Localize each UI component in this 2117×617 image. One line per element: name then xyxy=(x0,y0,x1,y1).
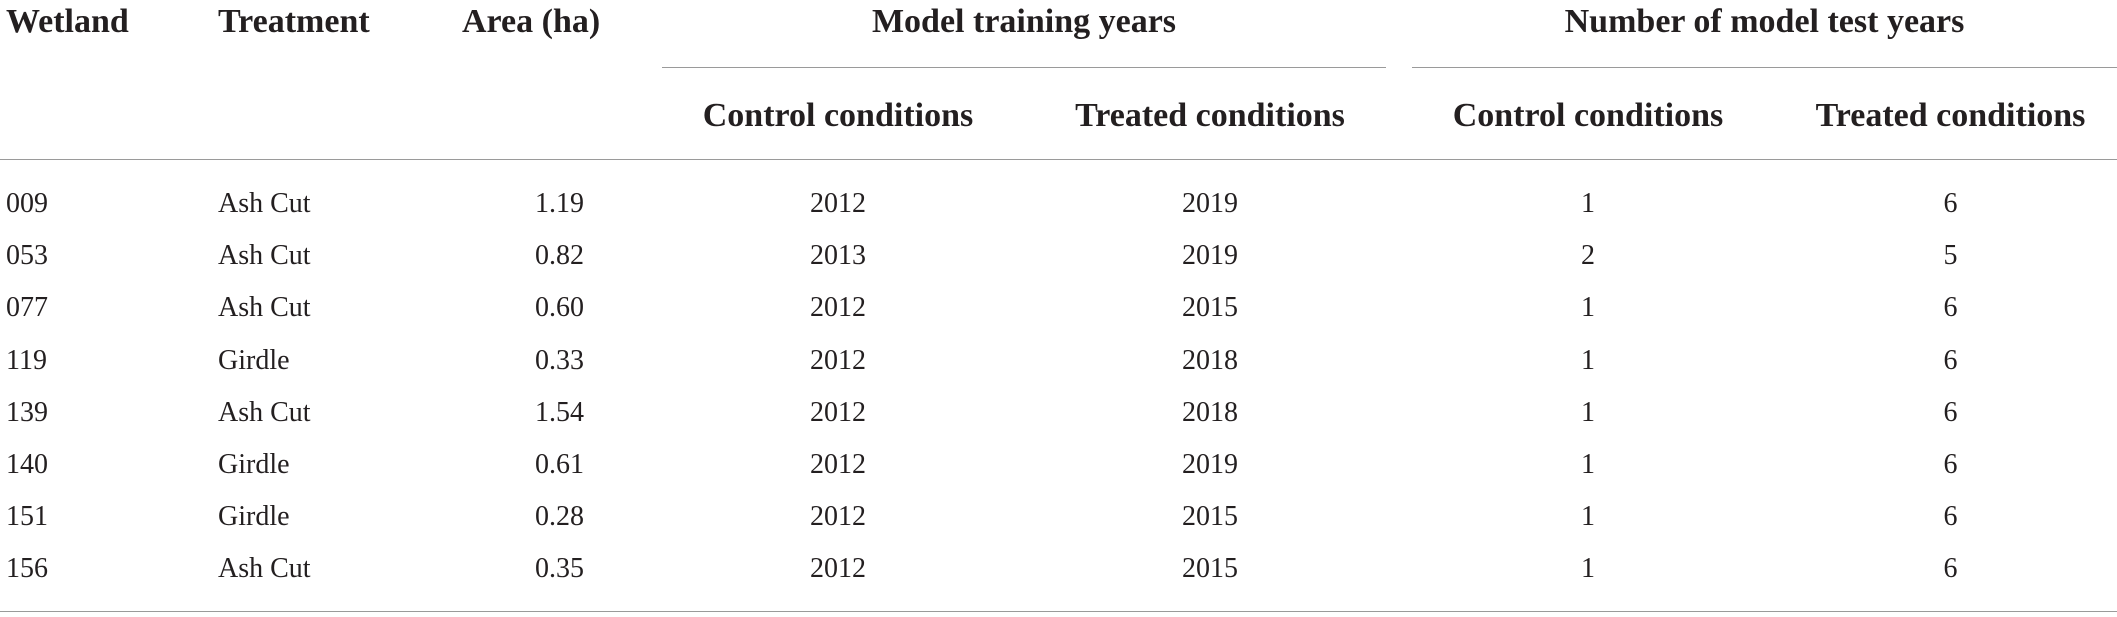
cell-train-treated: 2015 xyxy=(1182,553,1238,584)
header-training-treated: Treated conditions xyxy=(1075,97,1345,134)
cell-train-treated: 2019 xyxy=(1182,188,1238,219)
cell-treatment: Ash Cut xyxy=(218,397,311,428)
header-test-control: Control conditions xyxy=(1452,97,1724,134)
cell-treatment: Ash Cut xyxy=(218,553,311,584)
rule-table-bottom xyxy=(0,611,2117,612)
cell-train-control: 2012 xyxy=(810,345,866,376)
cell-area: 0.33 xyxy=(535,345,584,376)
rule-header-bottom xyxy=(0,159,2117,160)
cell-train-treated: 2015 xyxy=(1182,501,1238,532)
cell-area: 0.35 xyxy=(535,553,584,584)
cell-area: 0.60 xyxy=(535,292,584,323)
cell-area: 0.61 xyxy=(535,449,584,480)
cell-test-control: 1 xyxy=(1581,449,1595,480)
cell-wetland: 151 xyxy=(6,501,48,532)
cell-train-treated: 2019 xyxy=(1182,240,1238,271)
header-area: Area (ha) xyxy=(462,3,601,40)
cell-train-treated: 2019 xyxy=(1182,449,1238,480)
cell-wetland: 156 xyxy=(6,553,48,584)
cell-wetland: 139 xyxy=(6,397,48,428)
cell-test-treated: 6 xyxy=(1943,292,1958,323)
cell-train-control: 2013 xyxy=(810,240,866,271)
cell-treatment: Girdle xyxy=(218,501,290,532)
cell-treatment: Girdle xyxy=(218,449,290,480)
header-wetland: Wetland xyxy=(6,3,129,40)
cell-treatment: Girdle xyxy=(218,345,290,376)
cell-test-treated: 6 xyxy=(1943,449,1958,480)
cell-test-control: 1 xyxy=(1581,345,1595,376)
cell-train-control: 2012 xyxy=(810,188,866,219)
cell-area: 0.82 xyxy=(535,240,584,271)
header-number-of-model-test-years: Number of model test years xyxy=(1564,3,1965,40)
cell-train-control: 2012 xyxy=(810,553,866,584)
cell-wetland: 119 xyxy=(6,345,47,376)
cell-wetland: 053 xyxy=(6,240,48,271)
cell-wetland: 077 xyxy=(6,292,48,323)
cell-wetland: 009 xyxy=(6,188,48,219)
rule-training-group xyxy=(662,67,1386,68)
cell-area: 1.19 xyxy=(535,188,584,219)
cell-wetland: 140 xyxy=(6,449,48,480)
cell-train-control: 2012 xyxy=(810,292,866,323)
cell-test-control: 1 xyxy=(1581,501,1595,532)
cell-test-treated: 6 xyxy=(1943,188,1958,219)
cell-train-treated: 2018 xyxy=(1182,397,1238,428)
cell-test-control: 2 xyxy=(1581,240,1595,271)
cell-test-treated: 6 xyxy=(1943,397,1958,428)
cell-train-control: 2012 xyxy=(810,501,866,532)
cell-test-control: 1 xyxy=(1581,292,1595,323)
cell-test-control: 1 xyxy=(1581,553,1595,584)
cell-test-treated: 6 xyxy=(1943,553,1958,584)
cell-test-treated: 6 xyxy=(1943,501,1958,532)
cell-test-control: 1 xyxy=(1581,188,1595,219)
cell-test-treated: 5 xyxy=(1943,240,1958,271)
cell-test-control: 1 xyxy=(1581,397,1595,428)
cell-train-treated: 2018 xyxy=(1182,345,1238,376)
cell-area: 0.28 xyxy=(535,501,584,532)
cell-train-control: 2012 xyxy=(810,397,866,428)
cell-treatment: Ash Cut xyxy=(218,240,311,271)
cell-test-treated: 6 xyxy=(1943,345,1958,376)
header-treatment: Treatment xyxy=(218,3,370,40)
header-training-control: Control conditions xyxy=(702,97,974,134)
cell-train-control: 2012 xyxy=(810,449,866,480)
header-test-treated: Treated conditions xyxy=(1815,97,2086,134)
cell-train-treated: 2015 xyxy=(1182,292,1238,323)
cell-treatment: Ash Cut xyxy=(218,292,311,323)
header-model-training-years: Model training years xyxy=(871,3,1177,40)
rule-test-group xyxy=(1412,67,2117,68)
cell-area: 1.54 xyxy=(535,397,584,428)
cell-treatment: Ash Cut xyxy=(218,188,311,219)
